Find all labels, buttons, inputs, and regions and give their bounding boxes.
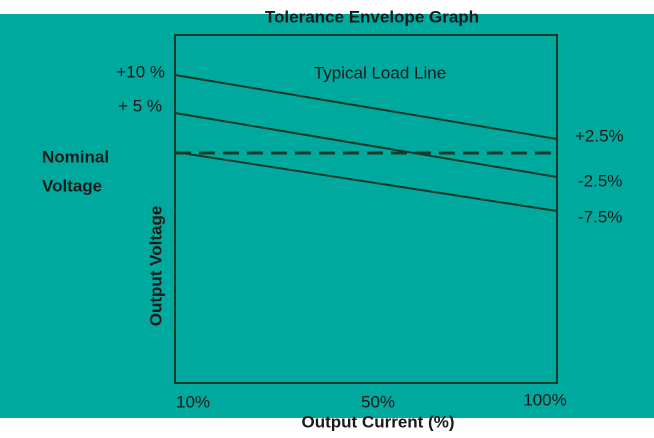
left-label: +10 % [116,62,165,81]
right-label: +2.5% [575,126,624,145]
nominal-label: Nominal [42,147,109,166]
y-axis-label: Output Voltage [146,206,165,327]
x-tick-label: 100% [523,390,566,409]
right-label: -2.5% [578,171,622,190]
lower-line [174,151,558,212]
line-label: Typical Load Line [314,63,446,82]
background [0,14,654,418]
right-label: -7.5% [578,207,622,226]
plot-frame [174,34,558,384]
x-tick-label: 10% [176,392,210,411]
x-axis-label: Output Current (%) [302,412,455,431]
upper-line [174,74,558,140]
left-label: + 5 % [118,96,162,115]
title: Tolerance Envelope Graph [265,7,479,26]
x-tick-label: 50% [361,392,395,411]
middle-line [174,112,558,178]
nominal-label: Voltage [42,176,102,195]
